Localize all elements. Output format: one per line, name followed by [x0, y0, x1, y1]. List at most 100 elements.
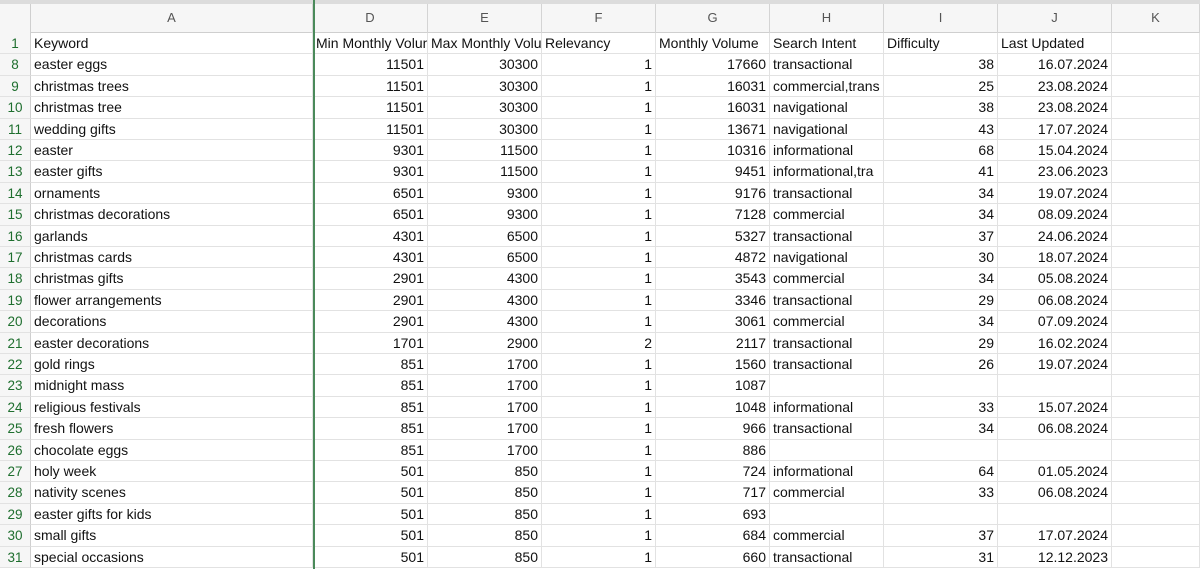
- header-cell-min[interactable]: Min Monthly Volume: [313, 33, 428, 55]
- row-number[interactable]: 16: [0, 225, 31, 247]
- cell-empty[interactable]: [1112, 247, 1200, 269]
- cell-empty[interactable]: [1112, 33, 1200, 55]
- header-cell-intent[interactable]: Search Intent: [770, 33, 884, 55]
- cell-relevancy[interactable]: 1: [542, 375, 656, 397]
- cell-relevancy[interactable]: 1: [542, 97, 656, 119]
- cell-max[interactable]: 30300: [428, 97, 542, 119]
- cell-intent[interactable]: informational: [770, 396, 884, 419]
- column-header-k[interactable]: K: [1112, 4, 1200, 33]
- cell-max[interactable]: 4300: [428, 311, 542, 333]
- cell-keyword[interactable]: special occasions: [31, 546, 313, 568]
- column-header-g[interactable]: G: [656, 4, 770, 33]
- cell-volume[interactable]: 886: [656, 439, 770, 461]
- cell-max[interactable]: 9300: [428, 204, 542, 226]
- cell-volume[interactable]: 1048: [656, 396, 770, 419]
- cell-volume[interactable]: 3543: [656, 268, 770, 290]
- cell-min[interactable]: 2901: [313, 311, 428, 333]
- cell-min[interactable]: 11501: [313, 118, 428, 140]
- header-cell-max[interactable]: Max Monthly Volume: [428, 33, 542, 55]
- cell-keyword[interactable]: christmas decorations: [31, 204, 313, 226]
- cell-updated[interactable]: [998, 439, 1112, 461]
- row-number[interactable]: 27: [0, 461, 31, 483]
- cell-volume[interactable]: 3061: [656, 311, 770, 333]
- cell-updated[interactable]: [998, 375, 1112, 397]
- cell-max[interactable]: 6500: [428, 225, 542, 247]
- cell-intent[interactable]: [770, 503, 884, 526]
- cell-keyword[interactable]: holy week: [31, 461, 313, 483]
- cell-relevancy[interactable]: 1: [542, 225, 656, 247]
- cell-min[interactable]: 4301: [313, 225, 428, 247]
- cell-max[interactable]: 30300: [428, 54, 542, 76]
- cell-keyword[interactable]: easter: [31, 140, 313, 162]
- cell-updated[interactable]: 15.07.2024: [998, 396, 1112, 419]
- column-header-a[interactable]: A: [31, 4, 313, 33]
- cell-difficulty[interactable]: 34: [884, 182, 998, 205]
- cell-keyword[interactable]: religious festivals: [31, 396, 313, 419]
- cell-empty[interactable]: [1112, 525, 1200, 547]
- row-number[interactable]: 10: [0, 97, 31, 119]
- row-number[interactable]: 29: [0, 503, 31, 526]
- cell-difficulty[interactable]: 29: [884, 289, 998, 312]
- cell-difficulty[interactable]: 37: [884, 225, 998, 247]
- cell-max[interactable]: 6500: [428, 247, 542, 269]
- cell-relevancy[interactable]: 1: [542, 525, 656, 547]
- cell-keyword[interactable]: christmas trees: [31, 75, 313, 98]
- cell-min[interactable]: 1701: [313, 332, 428, 354]
- cell-empty[interactable]: [1112, 503, 1200, 526]
- cell-keyword[interactable]: nativity scenes: [31, 482, 313, 504]
- cell-max[interactable]: 4300: [428, 289, 542, 312]
- row-number[interactable]: 28: [0, 482, 31, 504]
- cell-updated[interactable]: 06.08.2024: [998, 418, 1112, 440]
- cell-volume[interactable]: 717: [656, 482, 770, 504]
- cell-empty[interactable]: [1112, 439, 1200, 461]
- cell-min[interactable]: 501: [313, 546, 428, 568]
- cell-relevancy[interactable]: 1: [542, 311, 656, 333]
- cell-max[interactable]: 850: [428, 503, 542, 526]
- cell-difficulty[interactable]: 43: [884, 118, 998, 140]
- cell-min[interactable]: 2901: [313, 289, 428, 312]
- cell-difficulty[interactable]: 29: [884, 332, 998, 354]
- cell-intent[interactable]: navigational: [770, 118, 884, 140]
- cell-intent[interactable]: commercial,trans: [770, 75, 884, 98]
- row-number[interactable]: 1: [0, 33, 31, 55]
- cell-min[interactable]: 501: [313, 461, 428, 483]
- cell-empty[interactable]: [1112, 375, 1200, 397]
- cell-empty[interactable]: [1112, 546, 1200, 568]
- cell-relevancy[interactable]: 1: [542, 182, 656, 205]
- cell-max[interactable]: 850: [428, 461, 542, 483]
- cell-empty[interactable]: [1112, 268, 1200, 290]
- cell-max[interactable]: 30300: [428, 75, 542, 98]
- cell-relevancy[interactable]: 1: [542, 204, 656, 226]
- row-number[interactable]: 13: [0, 161, 31, 183]
- cell-updated[interactable]: 17.07.2024: [998, 525, 1112, 547]
- cell-keyword[interactable]: christmas gifts: [31, 268, 313, 290]
- cell-updated[interactable]: 16.02.2024: [998, 332, 1112, 354]
- cell-relevancy[interactable]: 1: [542, 546, 656, 568]
- row-number[interactable]: 25: [0, 418, 31, 440]
- cell-updated[interactable]: 23.08.2024: [998, 75, 1112, 98]
- row-number[interactable]: 15: [0, 204, 31, 226]
- cell-empty[interactable]: [1112, 75, 1200, 98]
- cell-relevancy[interactable]: 1: [542, 482, 656, 504]
- cell-empty[interactable]: [1112, 204, 1200, 226]
- cell-difficulty[interactable]: 31: [884, 546, 998, 568]
- column-header-h[interactable]: H: [770, 4, 884, 33]
- header-cell-updated[interactable]: Last Updated: [998, 33, 1112, 55]
- cell-empty[interactable]: [1112, 225, 1200, 247]
- cell-difficulty[interactable]: 37: [884, 525, 998, 547]
- cell-volume[interactable]: 13671: [656, 118, 770, 140]
- row-number[interactable]: 19: [0, 289, 31, 312]
- cell-difficulty[interactable]: 34: [884, 204, 998, 226]
- cell-relevancy[interactable]: 1: [542, 289, 656, 312]
- cell-keyword[interactable]: christmas cards: [31, 247, 313, 269]
- cell-updated[interactable]: 05.08.2024: [998, 268, 1112, 290]
- cell-intent[interactable]: transactional: [770, 289, 884, 312]
- cell-difficulty[interactable]: 34: [884, 268, 998, 290]
- cell-relevancy[interactable]: 1: [542, 418, 656, 440]
- cell-min[interactable]: 4301: [313, 247, 428, 269]
- cell-relevancy[interactable]: 1: [542, 354, 656, 376]
- cell-updated[interactable]: 08.09.2024: [998, 204, 1112, 226]
- column-header-i[interactable]: I: [884, 4, 998, 33]
- cell-min[interactable]: 501: [313, 503, 428, 526]
